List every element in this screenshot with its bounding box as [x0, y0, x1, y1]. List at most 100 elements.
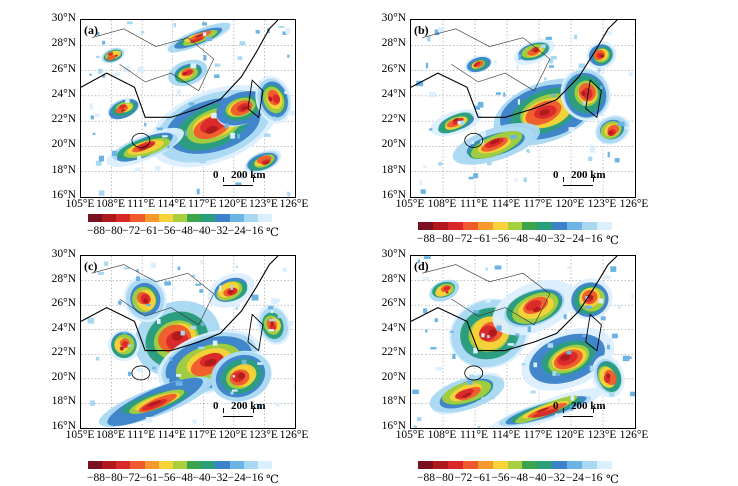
- scale-zero-label: 0: [213, 169, 219, 181]
- scale-zero-label: 0: [213, 400, 219, 412]
- cloud-area: [282, 268, 287, 272]
- colorbar-segment: [493, 461, 508, 469]
- longitude-label: 126°E: [620, 429, 649, 441]
- cloud-area: [170, 357, 173, 360]
- cloud-area: [238, 56, 243, 60]
- cloud-area: [450, 331, 453, 333]
- colorbar-tick-label: −88: [87, 225, 105, 237]
- cloud-area: [421, 189, 426, 194]
- longitude-label: 111°E: [460, 429, 488, 441]
- colorbar-segment: [159, 461, 174, 469]
- longitude-label: 123°E: [588, 198, 617, 210]
- latitude-label: 22°N: [372, 346, 406, 358]
- longitude-label: 105°E: [396, 198, 425, 210]
- colorbar-segment: [130, 214, 145, 222]
- colorbar-segment: [258, 214, 273, 222]
- cloud-area: [181, 331, 185, 336]
- colorbar-tick-label: −32: [210, 472, 228, 484]
- colorbar-segment: [582, 222, 597, 230]
- scale-distance-label: 200 km: [571, 169, 606, 181]
- colorbar-tick-label: −48: [175, 225, 193, 237]
- cloud-area: [213, 341, 218, 346]
- colorbar-segment: [552, 461, 567, 469]
- colorbar-segment: [88, 214, 103, 222]
- cloud-area: [496, 92, 501, 95]
- cloud-area: [269, 319, 276, 321]
- cloud-area: [526, 149, 529, 152]
- cloud-area: [90, 400, 95, 406]
- colorbar-tick-label: −32: [547, 472, 565, 484]
- scale-line: [563, 185, 593, 186]
- cloud-area: [201, 323, 204, 326]
- cloud-area: [256, 30, 260, 33]
- cloud-area: [618, 306, 622, 309]
- cloud-area: [588, 157, 592, 161]
- cloud-area: [609, 393, 614, 397]
- cloud-area: [612, 334, 618, 339]
- colorbar-segment: [418, 222, 433, 230]
- colorbar-segment: [244, 214, 259, 222]
- cloud-area: [195, 284, 201, 286]
- cloud-area: [495, 265, 502, 269]
- cloud-area: [423, 277, 429, 281]
- longitude-label: 117°E: [524, 429, 552, 441]
- cloud-area: [98, 69, 102, 74]
- cloud-area: [176, 381, 183, 386]
- scale-distance-label: 200 km: [231, 400, 266, 412]
- cloud-area: [546, 37, 552, 40]
- cloud-area: [590, 144, 593, 147]
- cloud-area: [146, 304, 151, 306]
- cloud-area: [199, 160, 206, 163]
- cloud-area: [225, 123, 229, 128]
- cloud-area: [231, 391, 234, 394]
- colorbar-segment: [552, 222, 567, 230]
- cloud-area: [291, 111, 295, 116]
- cloud-area: [166, 378, 169, 382]
- cloud-area: [607, 345, 610, 350]
- colorbar-tick-label: −88: [87, 472, 105, 484]
- cloud-area: [523, 177, 526, 182]
- colorbar-segment: [508, 461, 523, 469]
- cloud-area: [600, 86, 603, 90]
- cloud-area: [567, 351, 572, 355]
- cloud-area: [435, 318, 438, 322]
- cloud-area: [487, 162, 492, 165]
- cloud-area: [473, 173, 478, 178]
- cloud-area: [486, 267, 488, 270]
- scale-line: [563, 416, 593, 417]
- cloud-area: [473, 310, 479, 313]
- latitude-label: 26°N: [372, 63, 406, 75]
- colorbar-segment: [258, 461, 273, 469]
- cloud-area: [89, 74, 91, 76]
- latitude-label: 18°N: [372, 395, 406, 407]
- cloud-area: [201, 260, 203, 264]
- cloud-area: [236, 266, 238, 268]
- colorbar-segment: [418, 461, 433, 469]
- cloud-area: [190, 303, 195, 308]
- colorbar-tick-label: −48: [175, 472, 193, 484]
- cloud-area: [185, 131, 187, 136]
- colorbar-segment: [102, 461, 117, 469]
- longitude-label: 108°E: [428, 198, 457, 210]
- colorbar-tick-label: −24: [566, 472, 584, 484]
- cloud-area: [417, 417, 422, 421]
- cloud-area: [438, 27, 444, 32]
- cloud-area: [202, 22, 207, 25]
- cloud-area: [173, 287, 176, 290]
- colorbar-segment: [522, 461, 537, 469]
- cloud-area: [252, 295, 259, 301]
- longitude-label: 105°E: [396, 429, 425, 441]
- cloud-area: [268, 306, 273, 309]
- cloud-area: [95, 114, 100, 118]
- colorbar-segment: [537, 461, 552, 469]
- scale-bar: 0 200 km: [553, 169, 633, 195]
- cloud-area: [583, 102, 586, 106]
- cloud-area: [429, 92, 435, 98]
- scale-zero-label: 0: [553, 169, 559, 181]
- colorbar-tick-label: −16: [245, 472, 263, 484]
- cloud-area: [515, 178, 518, 181]
- cloud-area: [478, 102, 484, 108]
- latitude-label: 22°N: [372, 113, 406, 125]
- cloud-area: [137, 368, 143, 372]
